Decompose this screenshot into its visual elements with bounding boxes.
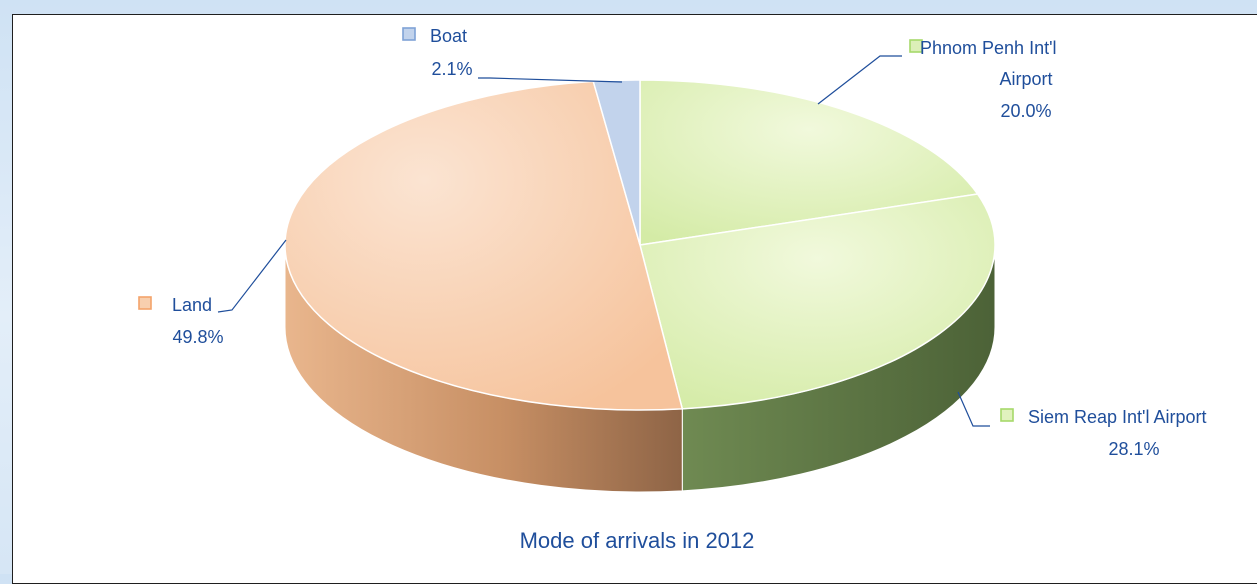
slice-value-siem-reap-int-l-airport: 28.1% — [1108, 439, 1159, 459]
pie-slice-land — [284, 80, 684, 411]
leader-line-land — [217, 239, 287, 313]
slice-name-land: Land — [172, 295, 212, 315]
leader-line-siem-reap-int-l-airport — [957, 391, 990, 427]
chart-title: Mode of arrivals in 2012 — [520, 528, 755, 553]
legend-marker-siem-reap-int-l-airport — [1000, 408, 1014, 422]
pie-slice-phnom-penh-int-l-airport — [639, 79, 979, 246]
legend-marker-boat — [402, 27, 416, 41]
leader-line-phnom-penh-int-l-airport — [817, 55, 902, 105]
slice-name-phnom-penh-int-l-airport: Phnom Penh Int'l — [920, 38, 1057, 58]
slice-name-siem-reap-int-l-airport: Siem Reap Int'l Airport — [1028, 407, 1207, 427]
slice-value-land: 49.8% — [172, 327, 223, 347]
leader-line-boat — [478, 77, 623, 83]
slice-value-phnom-penh-int-l-airport: 20.0% — [1000, 101, 1051, 121]
slice-name-boat: Boat — [430, 26, 467, 46]
leader-lines — [217, 55, 990, 427]
legend-marker-phnom-penh-int-l-airport — [909, 39, 923, 53]
pie-slice-siem-reap-int-l-airport — [639, 193, 996, 410]
data-labels: Phnom Penh Int'l Airport 20.0% Siem Reap In… — [138, 26, 1207, 459]
legend-marker-land — [138, 296, 152, 310]
slice-value-boat: 2.1% — [431, 59, 472, 79]
pie-slices — [284, 79, 996, 411]
slice-name-phnom-penh-int-l-airport: Airport — [999, 69, 1052, 89]
